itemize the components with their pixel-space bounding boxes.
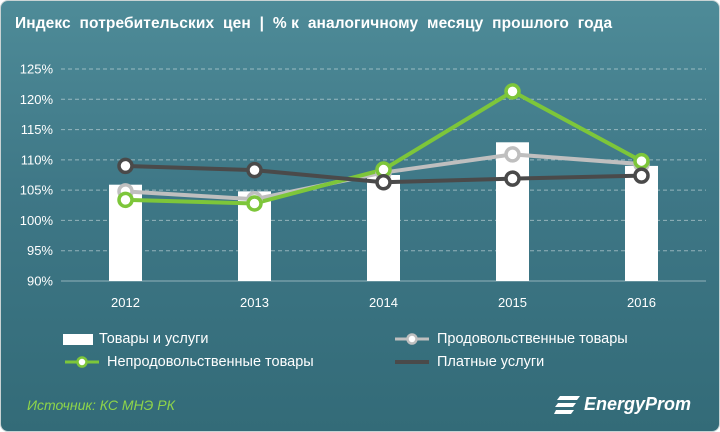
x-tick-label: 2014: [369, 295, 398, 310]
y-tick-label: 125%: [20, 62, 54, 77]
data-point: [504, 83, 521, 100]
data-point: [117, 157, 134, 175]
data-point: [117, 191, 134, 209]
y-tick-label: 115%: [21, 122, 54, 137]
data-point: [633, 152, 650, 170]
series-markers: [117, 83, 650, 212]
legend-item-food: Продовольственные товары: [393, 331, 628, 347]
x-tick-label: 2016: [627, 295, 656, 310]
x-tick-label: 2013: [240, 295, 269, 310]
line-swatch-icon: [395, 360, 429, 364]
y-tick-label: 100%: [20, 213, 54, 228]
data-point: [504, 170, 521, 187]
y-tick-label: 110%: [21, 152, 54, 167]
bar-swatch-icon: [63, 333, 93, 345]
data-point: [633, 167, 650, 184]
bar-2014: [367, 175, 400, 281]
line-marker-swatch-icon: [395, 333, 429, 345]
bars: [109, 142, 658, 281]
energyprom-logo-icon: [554, 395, 580, 414]
legend-label: Непродовольственные товары: [107, 354, 314, 370]
data-point: [375, 174, 392, 191]
brand-logo: EnergyProm: [554, 394, 691, 415]
legend-item-services: Платные услуги: [393, 354, 544, 370]
legend-item-goods-services: Товары и услуги: [63, 331, 208, 347]
source-note: Источник: КС МНЭ РК: [27, 397, 175, 413]
y-tick-label: 105%: [20, 183, 54, 198]
data-point: [246, 195, 263, 212]
x-tick-label: 2012: [111, 295, 140, 310]
data-point: [246, 161, 263, 179]
y-tick-label: 95%: [27, 243, 53, 258]
y-tick-label: 90%: [27, 274, 53, 289]
legend-item-nonfood: Непродовольственные товары: [63, 354, 314, 370]
y-axis-ticks: 90% 95% 100% 105% 110% 115% 120% 125%: [20, 62, 54, 289]
line-marker-swatch-icon: [65, 356, 99, 368]
legend-label: Платные услуги: [437, 354, 545, 370]
x-tick-label: 2015: [498, 295, 527, 310]
logo-text: EnergyProm: [584, 394, 692, 414]
x-axis-ticks: 2012 2013 2014 2015 2016: [111, 295, 656, 310]
legend-label: Товары и услуги: [99, 331, 209, 347]
data-point: [504, 146, 521, 163]
bar-2015: [496, 142, 529, 281]
legend-label: Продовольственные товары: [437, 331, 628, 347]
chart-title: Индекс потребительских цен | % к аналоги…: [15, 15, 613, 32]
bar-2016: [625, 165, 658, 281]
y-tick-label: 120%: [20, 92, 54, 107]
